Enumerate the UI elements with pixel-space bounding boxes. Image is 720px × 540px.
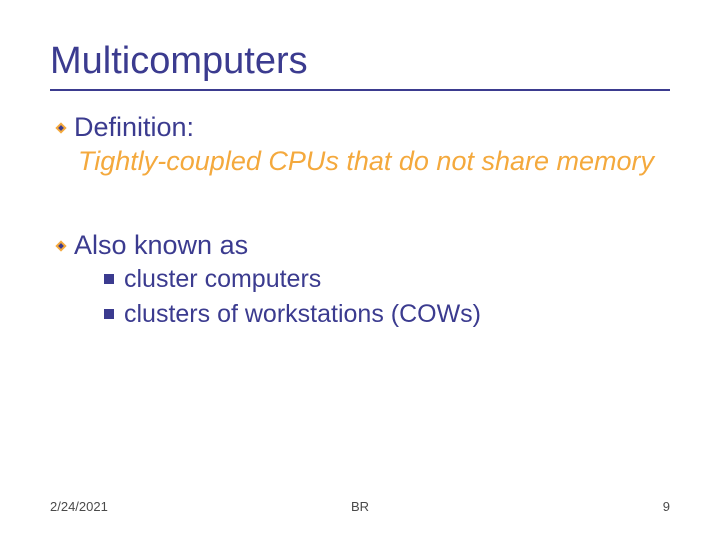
- slide-footer: 2/24/2021 BR 9: [0, 499, 720, 514]
- square-bullet-icon: [104, 274, 114, 284]
- bullet-definition: Definition:: [54, 111, 670, 145]
- sub-bullet-cluster-computers: cluster computers: [104, 262, 670, 297]
- sub-bullet-text: clusters of workstations (COWs): [124, 297, 481, 332]
- bullet-aka: Also known as: [54, 229, 670, 263]
- sub-bullet-text: cluster computers: [124, 262, 321, 297]
- bullet-label: Definition:: [74, 111, 194, 145]
- diamond-bullet-icon: [54, 121, 68, 135]
- diamond-bullet-icon: [54, 239, 68, 253]
- slide-title: Multicomputers: [50, 40, 670, 91]
- slide-container: Multicomputers Definition: Tightly-coupl…: [0, 0, 720, 540]
- square-bullet-icon: [104, 309, 114, 319]
- footer-page-number: 9: [663, 499, 670, 514]
- sub-bullet-cows: clusters of workstations (COWs): [104, 297, 670, 332]
- bullet-label: Also known as: [74, 229, 248, 263]
- footer-date: 2/24/2021: [50, 499, 108, 514]
- footer-author: BR: [351, 499, 369, 514]
- definition-text: Tightly-coupled CPUs that do not share m…: [78, 145, 670, 179]
